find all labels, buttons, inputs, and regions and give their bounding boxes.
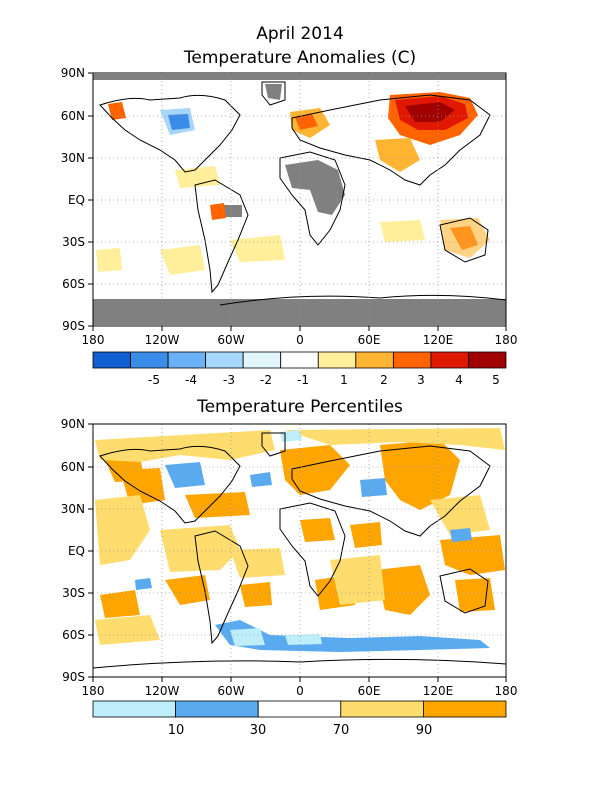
legend1-swatch-9 xyxy=(430,351,469,369)
lon2-label-120w: 120W xyxy=(145,684,180,698)
legend1-label-4: 4 xyxy=(455,373,463,387)
no-data-band-north xyxy=(93,74,506,80)
lon2-label-180e: 180 xyxy=(495,684,518,698)
anomaly-legend: -5 -4 -3 -2 -1 1 2 3 4 5 xyxy=(92,351,507,387)
percentile-gridlines xyxy=(93,424,506,677)
lon-label-120e: 120E xyxy=(423,333,454,347)
anomaly-australia-warm xyxy=(440,218,490,258)
anomaly-atlantic-light xyxy=(230,235,285,262)
lon-label-180e: 180 xyxy=(495,333,518,347)
anomaly-indian-light xyxy=(380,220,425,242)
legend1-swatch-7 xyxy=(355,351,394,369)
legend1-label-neg4: -4 xyxy=(185,373,197,387)
legend1-label-neg1: -1 xyxy=(297,373,309,387)
anomaly-map-panel: 90N 60N 30N EQ 30S 60S 90S 180 120W 60W … xyxy=(61,66,518,387)
percentile-above-90 xyxy=(100,440,505,618)
lon-label-180w: 180 xyxy=(82,333,105,347)
legend1-label-3: 3 xyxy=(417,373,425,387)
lon2-label-180w: 180 xyxy=(82,684,105,698)
lon-label-120w: 120W xyxy=(145,333,180,347)
lon2-label-0: 0 xyxy=(296,684,304,698)
legend2-label-10: 10 xyxy=(168,723,185,738)
legend2-swatch-3 xyxy=(340,700,424,718)
lon2-label-60e: 60E xyxy=(358,684,381,698)
legend1-swatch-4 xyxy=(242,351,282,369)
lat2-label-60n: 60N xyxy=(61,460,85,474)
percentile-map-panel: 90N 60N 30N EQ 30S 60S 90S 180 120W 60W … xyxy=(61,417,518,738)
percentile-coastlines xyxy=(92,432,507,669)
anomaly-canada-cold xyxy=(168,114,190,130)
anomaly-europe-orange xyxy=(295,114,318,130)
map-date-title: April 2014 xyxy=(256,24,344,44)
lon-label-60w: 60W xyxy=(217,333,244,347)
legend2-label-90: 90 xyxy=(416,723,433,738)
legend1-swatch-1 xyxy=(130,351,169,369)
legend1-label-5: 5 xyxy=(492,373,500,387)
lon2-label-120e: 120E xyxy=(423,684,454,698)
anomaly-gridlines xyxy=(93,73,506,326)
lat-label-60n: 60N xyxy=(61,109,85,123)
legend1-swatch-5 xyxy=(280,351,319,369)
lat2-label-30n: 30N xyxy=(61,502,85,516)
lat2-label-60s: 60S xyxy=(62,628,85,642)
anomaly-pacific-light xyxy=(160,245,205,275)
lat-label-30n: 30N xyxy=(61,151,85,165)
anomaly-china-warm xyxy=(375,138,420,172)
lon-label-0: 0 xyxy=(296,333,304,347)
anomaly-pacific-west-light xyxy=(96,248,122,272)
no-data-band-south xyxy=(93,299,506,325)
legend2-label-70: 70 xyxy=(333,723,350,738)
legend1-label-2: 2 xyxy=(380,373,388,387)
anomaly-coastlines xyxy=(99,81,507,306)
legend1-swatch-6 xyxy=(317,351,357,369)
legend2-swatch-2 xyxy=(257,700,342,718)
no-data-southamerica xyxy=(222,205,242,217)
lat-label-90s: 90S xyxy=(62,319,85,333)
lon2-label-60w: 60W xyxy=(217,684,244,698)
percentile-70-90 xyxy=(95,428,505,645)
anomaly-map-title: Temperature Anomalies (C) xyxy=(183,48,417,68)
legend1-swatch-3 xyxy=(205,351,244,369)
anomaly-siberia-darkred xyxy=(405,102,455,122)
percentile-legend: 10 30 70 90 xyxy=(92,700,507,738)
legend1-swatch-2 xyxy=(167,351,207,369)
lat-label-90n: 90N xyxy=(61,66,85,80)
lat-label-30s: 30S xyxy=(62,235,85,249)
legend1-swatch-8 xyxy=(392,351,432,369)
anomaly-southamerica-warm xyxy=(210,203,226,220)
lat2-label-30s: 30S xyxy=(62,586,85,600)
legend2-swatch-1 xyxy=(175,700,259,718)
legend1-swatch-0 xyxy=(92,351,131,369)
percentile-map-title: Temperature Percentiles xyxy=(197,397,403,417)
legend1-swatch-10 xyxy=(468,351,507,369)
legend1-label-neg2: -2 xyxy=(260,373,272,387)
lat2-label-eq: EQ xyxy=(68,544,85,558)
anomaly-alaska-warm xyxy=(108,102,126,120)
legend2-label-30: 30 xyxy=(250,723,267,738)
lat-label-60s: 60S xyxy=(62,277,85,291)
lon-label-60e: 60E xyxy=(358,333,381,347)
percentile-below-30 xyxy=(135,462,490,652)
legend2-swatch-0 xyxy=(92,700,176,718)
legend1-label-neg3: -3 xyxy=(223,373,235,387)
legend2-swatch-4 xyxy=(422,700,507,718)
legend1-label-1: 1 xyxy=(340,373,348,387)
legend1-label-neg5: -5 xyxy=(148,373,160,387)
no-data-greenland xyxy=(265,84,282,100)
lat-label-eq: EQ xyxy=(68,193,85,207)
lat2-label-90s: 90S xyxy=(62,670,85,684)
lat2-label-90n: 90N xyxy=(61,417,85,431)
